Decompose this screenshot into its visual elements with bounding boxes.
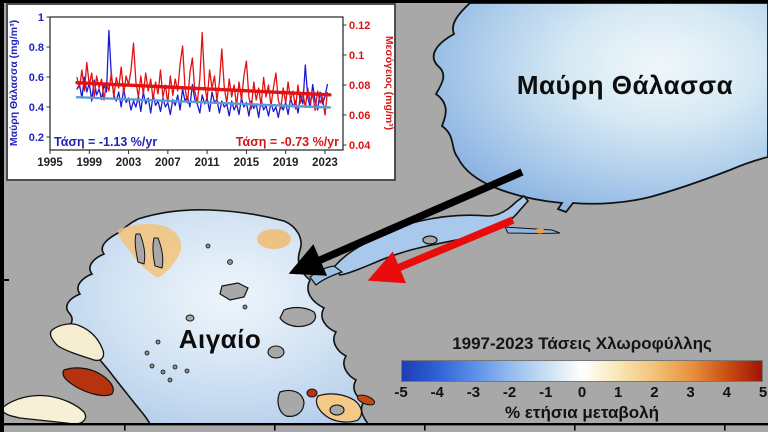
colorbar-tick-label: -3 [466, 384, 481, 401]
skyros-island [185, 314, 195, 322]
inset-frame [49, 16, 344, 151]
red-flow-arrow [367, 216, 515, 284]
frame-top [0, 0, 768, 3]
series-mediterranean-chlorophyll [76, 31, 329, 116]
colorbar-ticks: -5 -4 -3 -2 -1 0 1 2 3 4 5 [394, 384, 767, 402]
marmara-island [422, 235, 438, 245]
x-tick-label: 2011 [195, 157, 221, 169]
izmit-orange-patch [535, 228, 545, 234]
series-mediterranean-trend [75, 80, 332, 97]
left-tick-label: 0.6 [29, 72, 44, 84]
lemnos-island [219, 282, 249, 301]
x-tick-label: 2003 [116, 157, 142, 169]
right-axis-title: Μεσόγειος (mg/m³) [383, 36, 394, 130]
bottom-axis-ticks [124, 425, 726, 431]
right-tick-label: 0.08 [349, 80, 370, 92]
left-axis-title: Μαύρη Θάλασσα (mg/m³) [8, 20, 20, 146]
chalkidiki-finger-2 [152, 237, 164, 269]
right-tick-label: 0.06 [349, 110, 370, 122]
frame-left [0, 0, 4, 432]
chalkidiki-orange-patch [118, 223, 182, 278]
series-black-sea-trend [75, 95, 332, 109]
right-tick-label: 0.12 [349, 20, 370, 32]
trend-colorbar: 1997-2023 Τάσεις Χλωροφύλλης -5 -4 -3 -2 -1 0… [394, 334, 767, 426]
aegean-sea-label: Αιγαίο [178, 324, 262, 354]
blacksea-trend-annotation: Τάση = -1.13 %/yr [54, 135, 157, 149]
se-gray-island [277, 389, 305, 417]
left-tick-label: 1 [38, 12, 44, 24]
colorbar-tick-label: 3 [686, 384, 695, 401]
right-tick-label: 0.04 [349, 140, 371, 152]
izmit-bay-shape [504, 226, 561, 234]
x-tick-label: 1999 [76, 157, 102, 169]
black-sea-label: Μαύρη Θάλασσα [516, 70, 734, 100]
right-tick-label: 0.1 [349, 50, 364, 62]
north-aegean-orange-spot [257, 229, 291, 249]
colorbar-axis-label: % ετήσια μεταβολή [504, 403, 660, 422]
corinth-gulf-shape [1, 394, 87, 425]
left-axis-tick [4, 279, 9, 281]
colorbar-title: 1997-2023 Τάσεις Χλωροφύλλης [452, 334, 712, 353]
black-flow-arrow [288, 168, 524, 276]
x-tick-label: 1995 [37, 157, 63, 169]
colorbar-tick-label: -1 [539, 384, 553, 401]
left-tick-label: 0.2 [29, 132, 44, 144]
colorbar-tick-label: 5 [758, 384, 768, 401]
colorbar-tick-label: -2 [502, 384, 517, 401]
left-tick-label: 0.8 [29, 42, 44, 54]
inset-timeseries-chart: 1 0.8 0.6 0.4 0.2 0.12 0.1 0.08 0.06 0.04 1995 1999… [6, 3, 396, 181]
red-trend-gulf-shape [62, 367, 114, 397]
x-tick-label: 2023 [312, 157, 338, 169]
x-tick-label: 2015 [234, 157, 260, 169]
se-darkred-streak [356, 394, 376, 406]
colorbar-tick-label: 4 [722, 384, 731, 401]
colorbar-tick-label: 0 [577, 384, 587, 401]
colorbar-tick-label: 1 [614, 384, 623, 401]
colorbar-gradient [401, 360, 763, 382]
mediterranean-trend-annotation: Τάση = -0.73 %/yr [236, 135, 339, 149]
x-tick-label: 2019 [273, 157, 299, 169]
colorbar-tick-label: -5 [394, 384, 408, 401]
x-tick-label: 2007 [155, 157, 181, 169]
lesbos-island [279, 306, 317, 328]
left-tick-label: 0.4 [29, 102, 45, 114]
cyclades-islets [144, 243, 248, 383]
black-sea-shape [432, 2, 768, 214]
izmir-red-spot [306, 388, 318, 398]
inset-plot-area: 1 0.8 0.6 0.4 0.2 0.12 0.1 0.08 0.06 0.04 1995 1999… [8, 12, 394, 169]
se-gray-island-2 [329, 404, 345, 416]
colorbar-tick-label: -4 [430, 384, 444, 401]
chios-island [267, 345, 285, 359]
frame-bottom-axis [0, 423, 768, 426]
thermaikos-gulf-shape [49, 323, 105, 362]
colorbar-tick-label: 2 [650, 384, 659, 401]
chalkidiki-finger-1 [134, 233, 146, 265]
